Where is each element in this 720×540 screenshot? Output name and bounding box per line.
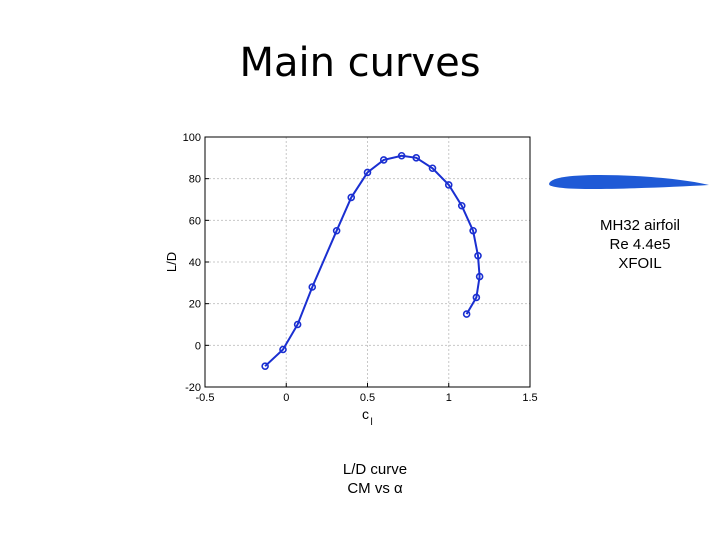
y-tick-label: 60 <box>189 215 201 227</box>
axis-ticks: -0.5 0 0.5 1 1.5 -20 0 20 40 60 80 100 <box>183 132 538 404</box>
x-tick-label: 0 <box>283 392 289 404</box>
airfoil-name: MH32 airfoil <box>599 217 681 234</box>
solver-name: XFOIL <box>618 255 662 272</box>
data-point <box>457 201 466 210</box>
data-point <box>412 154 421 162</box>
y-axis-label: L/D <box>164 252 179 272</box>
y-tick-label: 80 <box>189 174 201 186</box>
data-point <box>261 362 269 370</box>
reynolds-number: Re 4.4e5 <box>609 236 671 253</box>
data-point <box>379 156 388 164</box>
y-tick-label: 0 <box>195 340 201 352</box>
data-point <box>475 272 484 281</box>
slide-title: Main curves <box>239 40 481 86</box>
slide-caption: L/D curve CM vs α <box>300 460 450 498</box>
data-point <box>363 168 372 177</box>
airfoil-profile <box>549 175 709 189</box>
ld-chart: -0.5 0 0.5 1 1.5 -20 0 20 40 60 80 100 L/D c l <box>164 132 538 428</box>
data-point <box>474 251 482 260</box>
data-point <box>308 283 317 291</box>
data-point <box>397 151 406 160</box>
x-tick-label: 0.5 <box>360 392 375 404</box>
data-point <box>472 293 481 302</box>
caption-line-1: L/D curve <box>342 461 408 478</box>
x-axis-label-subscript: l <box>371 417 373 428</box>
x-tick-label: -0.5 <box>196 392 215 404</box>
data-point <box>293 320 302 329</box>
data-point <box>332 226 341 235</box>
airfoil-info: MH32 airfoil Re 4.4e5 XFOIL <box>560 216 720 273</box>
data-point <box>428 164 437 173</box>
y-tick-label: 20 <box>189 299 201 311</box>
y-tick-label: -20 <box>185 382 201 394</box>
data-point <box>347 193 356 202</box>
series-ld <box>261 151 484 370</box>
data-point <box>279 345 287 354</box>
caption-line-2: CM vs α <box>347 480 403 497</box>
y-tick-label: 100 <box>183 132 201 144</box>
y-tick-label: 40 <box>189 257 201 269</box>
grid-lines <box>205 137 530 387</box>
x-tick-label: 1 <box>446 392 452 404</box>
data-point <box>469 226 477 235</box>
airfoil-shape <box>549 175 709 189</box>
x-axis-label: c <box>362 406 369 422</box>
data-point <box>444 181 453 189</box>
data-point <box>462 310 471 318</box>
x-tick-label: 1.5 <box>522 392 537 404</box>
